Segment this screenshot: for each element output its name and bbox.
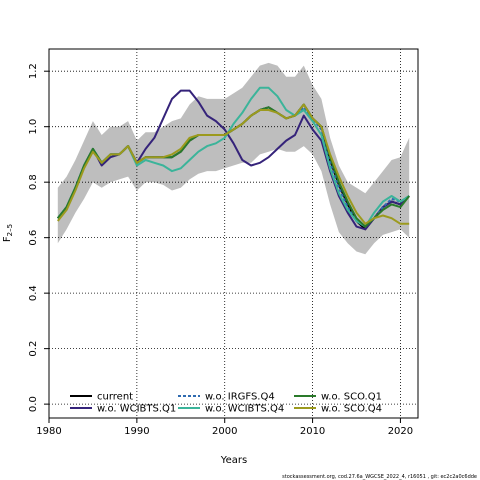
x-axis-title: Years [220,455,247,466]
y-axis-title: F2–5 [2,224,14,242]
y-tick-label-0: 0.0 [28,396,39,412]
axes: 1980 1990 2000 2010 2020 0.0 0.2 0.4 0.6 0.8 1.0 1.… [28,48,419,437]
legend-label-0: current [97,392,133,403]
y-tick-label-3: 0.6 [28,230,39,246]
x-tick-label-2010: 2010 [300,426,325,437]
y-tick-label-6: 1.2 [28,63,39,79]
y-tick-label-2: 0.4 [28,285,39,301]
y-axis-title-subscript: 2–5 [6,224,14,236]
x-tick-label-2000: 2000 [212,426,237,437]
y-tick-label-4: 0.8 [28,174,39,190]
plot-frame [48,48,419,419]
x-tick-label-1980: 1980 [36,426,61,437]
y-tick-label-5: 1.0 [28,119,39,135]
legend-label-5: w.o. SCO.Q4 [321,404,382,415]
series-line-5 [57,103,410,225]
plot-area [48,49,418,418]
legend-label-3: w.o. WCIBTS.Q4 [205,404,284,415]
confidence-band [57,62,410,255]
y-tick-label-1: 0.2 [28,341,39,357]
legend-label-1: w.o. WCIBTS.Q1 [97,404,176,415]
x-tick-label-1990: 1990 [124,426,149,437]
legend-label-4: w.o. SCO.Q1 [321,392,382,403]
x-tick-label-2020: 2020 [388,426,413,437]
y-axis-title-main: F [2,236,13,242]
footer-credit: stockassessment.org, cod.27.6a_WGCSE_202… [282,474,477,480]
legend-label-2: w.o. IRGFS.Q4 [205,392,275,403]
